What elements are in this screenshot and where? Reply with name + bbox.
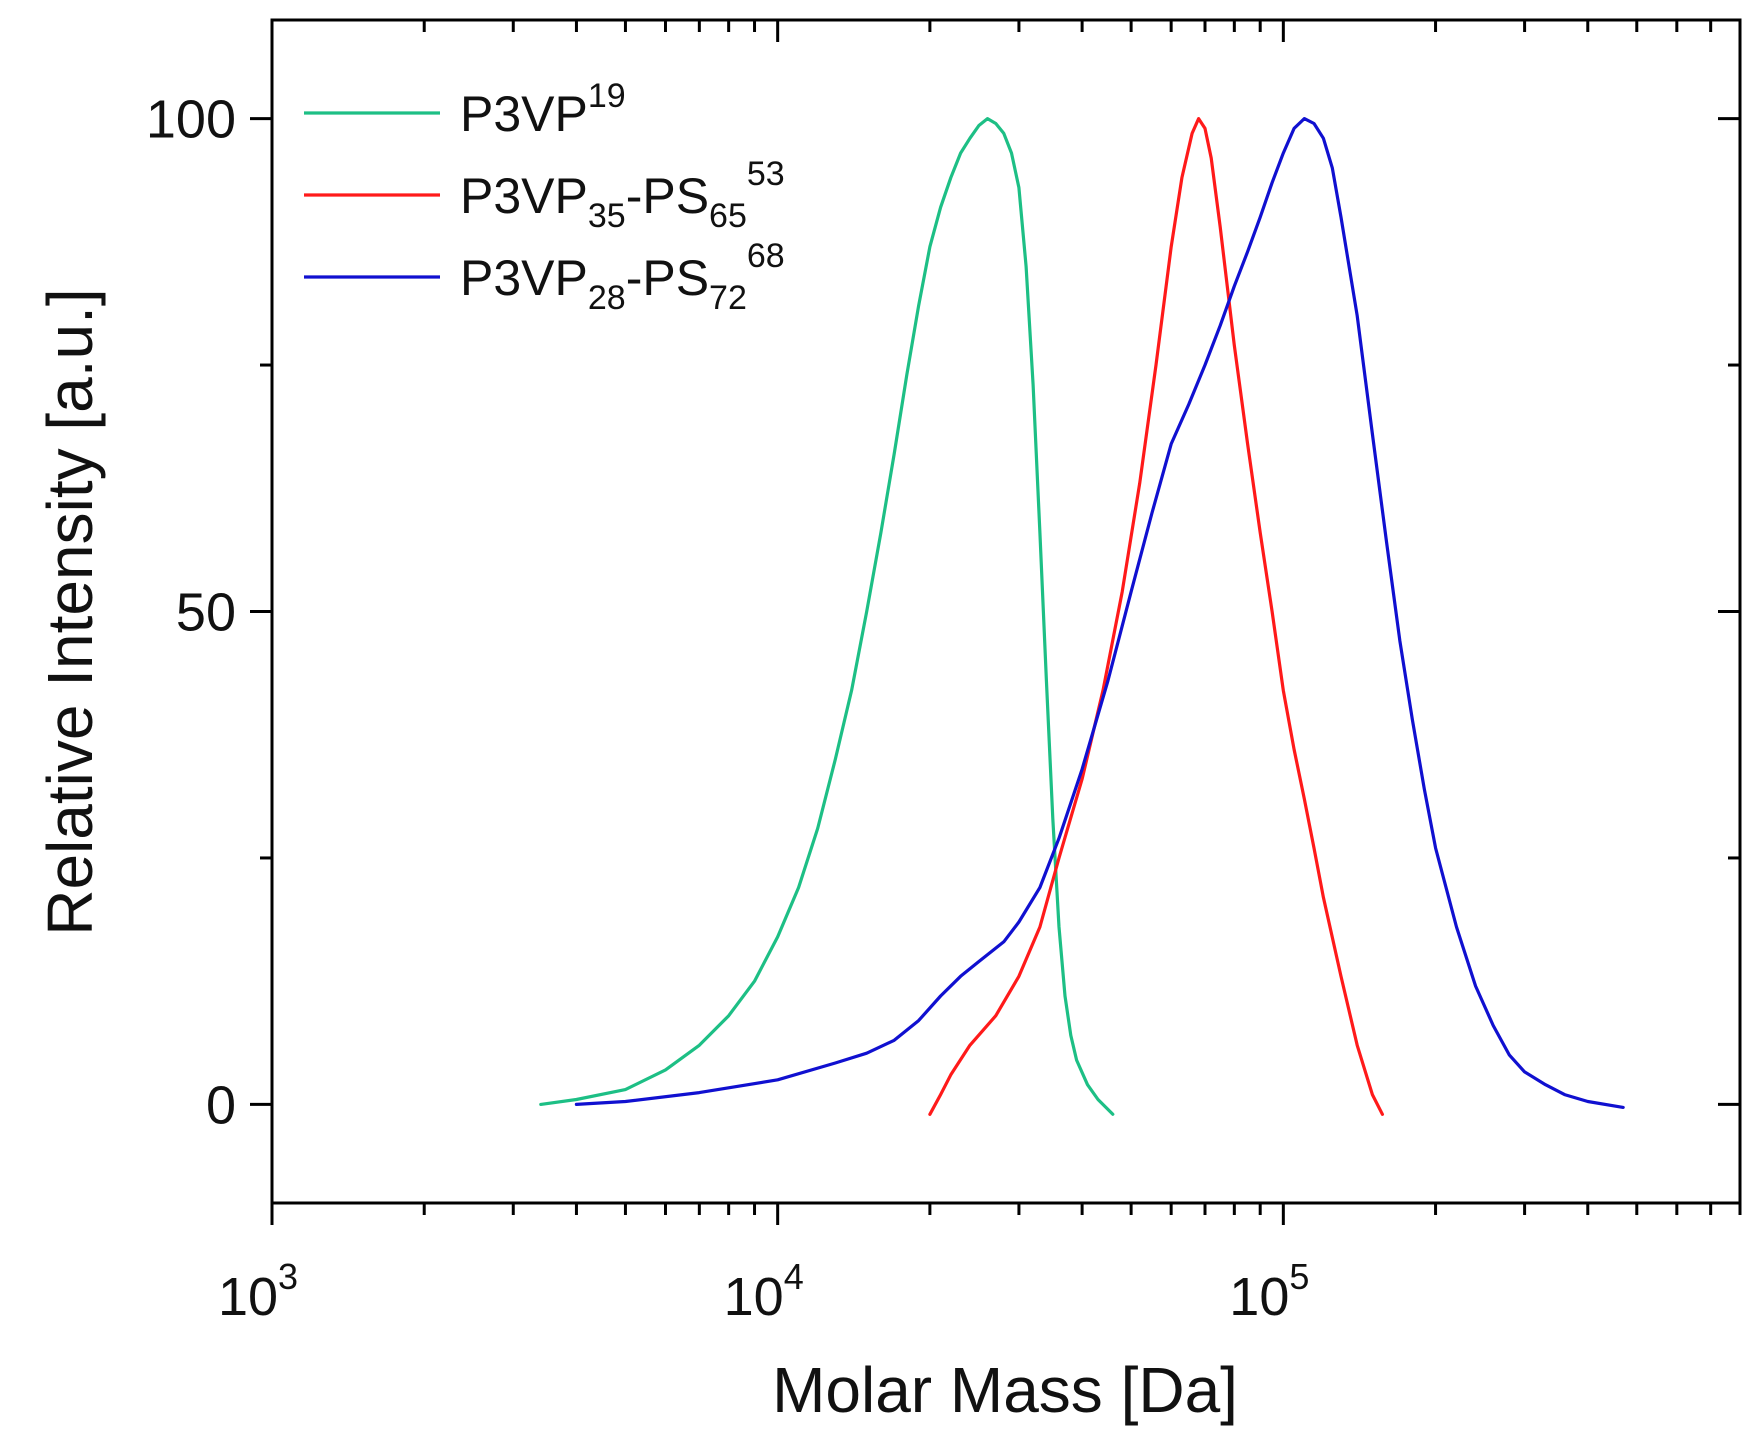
x-axis-title: Molar Mass [Da] bbox=[772, 1354, 1238, 1426]
legend-label: P3VP35-PS6553 bbox=[460, 155, 785, 235]
legend-label: P3VP19 bbox=[460, 77, 626, 142]
series-lines bbox=[539, 117, 1625, 1116]
series-line-3 bbox=[574, 117, 1625, 1109]
legend-label: P3VP28-PS7268 bbox=[460, 237, 785, 317]
x-tick-label: 104 bbox=[724, 1256, 804, 1327]
y-axis-title: Relative Intensity [a.u.] bbox=[34, 288, 106, 935]
y-axis-ticks: 0 50 100 bbox=[146, 90, 1740, 1135]
x-tick-label: 103 bbox=[218, 1256, 298, 1327]
y-tick-label: 50 bbox=[176, 583, 236, 643]
x-axis-ticks: 103 104 105 bbox=[218, 20, 1742, 1327]
x-tick-label: 105 bbox=[1229, 1256, 1309, 1327]
y-tick-label: 0 bbox=[206, 1075, 236, 1135]
series-line-2 bbox=[928, 117, 1384, 1116]
y-tick-label: 100 bbox=[146, 90, 236, 150]
